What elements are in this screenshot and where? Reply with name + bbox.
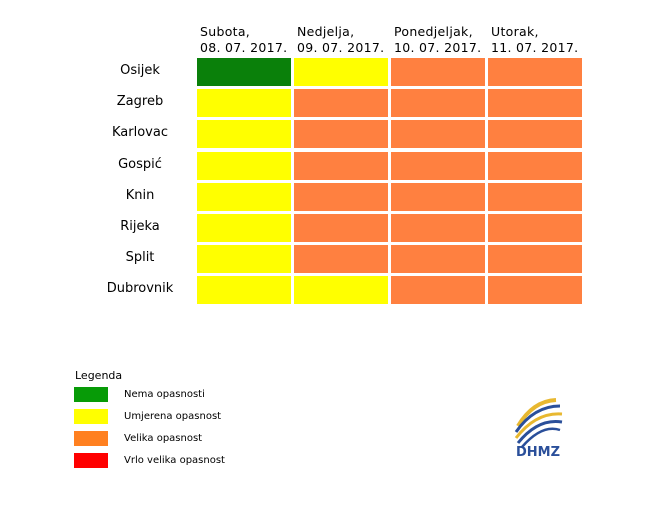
cell bbox=[294, 151, 388, 180]
row-label: Dubrovnik bbox=[106, 281, 174, 297]
cell bbox=[488, 182, 582, 211]
cell bbox=[294, 182, 388, 211]
column-header: Nedjelja, bbox=[297, 24, 355, 39]
cell bbox=[391, 58, 485, 86]
row-label: Gospić bbox=[118, 156, 162, 172]
column-header: 09. 07. 2017. bbox=[297, 40, 385, 55]
cell bbox=[391, 276, 485, 305]
cell bbox=[391, 151, 485, 180]
cell bbox=[488, 245, 582, 274]
legend-label: Velika opasnost bbox=[124, 433, 203, 444]
cell bbox=[197, 276, 291, 305]
column-header: 10. 07. 2017. bbox=[394, 40, 482, 55]
cell bbox=[294, 120, 388, 149]
legend-swatch bbox=[74, 431, 108, 446]
cell bbox=[391, 245, 485, 274]
cell bbox=[391, 89, 485, 118]
row-label: Osijek bbox=[120, 63, 160, 78]
legend-label: Nema opasnosti bbox=[124, 389, 205, 400]
column-header: 11. 07. 2017. bbox=[491, 40, 579, 55]
legend-swatch bbox=[74, 387, 108, 402]
column-header: Ponedjeljak, bbox=[394, 24, 473, 39]
cell bbox=[488, 151, 582, 180]
cell bbox=[197, 182, 291, 211]
cell bbox=[197, 89, 291, 118]
cell bbox=[488, 120, 582, 149]
row-label: Knin bbox=[125, 187, 155, 203]
column-header: Utorak, bbox=[491, 24, 539, 39]
cell bbox=[294, 276, 388, 305]
cell bbox=[391, 182, 485, 211]
legend-swatch bbox=[74, 453, 108, 468]
cell bbox=[391, 120, 485, 149]
cell bbox=[294, 89, 388, 118]
cell bbox=[197, 58, 291, 86]
row-label: Rijeka bbox=[120, 219, 160, 234]
legend-label: Vrlo velika opasnost bbox=[124, 455, 225, 466]
cell bbox=[294, 245, 388, 274]
cell bbox=[294, 214, 388, 242]
cell bbox=[488, 89, 582, 118]
cell bbox=[197, 120, 291, 149]
legend-swatch bbox=[74, 409, 108, 424]
logo: DHMZ bbox=[514, 398, 563, 460]
column-header: Subota, bbox=[200, 24, 251, 39]
legend-label: Umjerena opasnost bbox=[124, 411, 222, 422]
cell bbox=[488, 58, 582, 86]
cell bbox=[197, 245, 291, 274]
row-label: Zagreb bbox=[116, 94, 164, 110]
row-label: Split bbox=[125, 250, 155, 266]
cell bbox=[488, 214, 582, 242]
legend-title: Legenda bbox=[75, 369, 123, 382]
cell bbox=[197, 151, 291, 180]
cell bbox=[488, 276, 582, 305]
logo-text: DHMZ bbox=[516, 445, 560, 460]
row-label: Karlovac bbox=[112, 125, 168, 141]
column-header: 08. 07. 2017. bbox=[200, 40, 288, 55]
cell bbox=[294, 58, 388, 86]
cell bbox=[197, 214, 291, 242]
cell bbox=[391, 214, 485, 242]
